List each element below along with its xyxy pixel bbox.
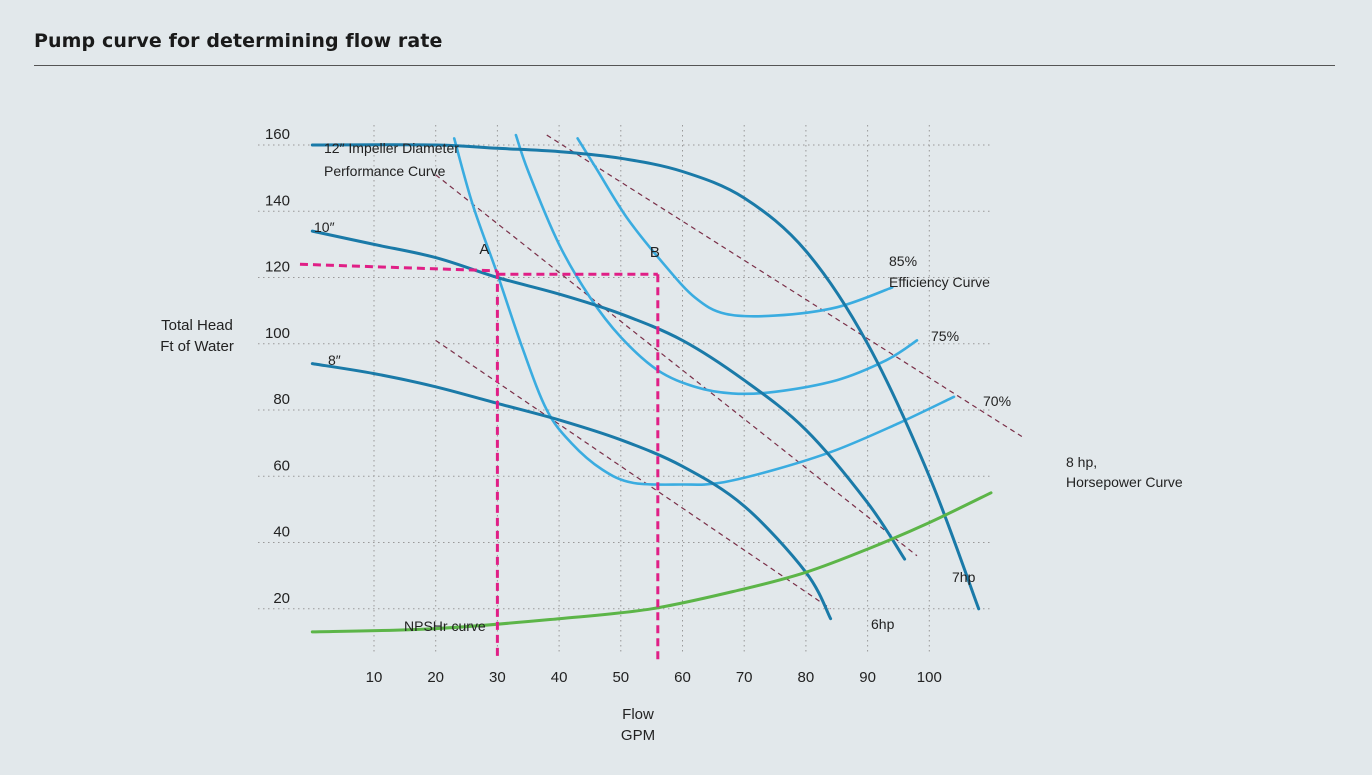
impeller-label-12-sub: Performance Curve	[324, 163, 446, 179]
x-tick-label-80: 80	[798, 669, 815, 686]
npshr-curve	[310, 491, 993, 634]
page-title: Pump curve for determining flow rate	[34, 30, 443, 52]
efficiency-label-85: 85%	[889, 253, 917, 269]
x-tick-label-10: 10	[366, 669, 383, 686]
impeller-curve-0	[310, 143, 981, 611]
efficiency-curve-label: Efficiency Curve	[889, 274, 990, 290]
x-axis-label-unit: GPM	[621, 727, 655, 744]
x-tick-label-20: 20	[427, 669, 444, 686]
operating-head-line-A	[299, 262, 498, 273]
efficiency-label-70: 70%	[983, 393, 1011, 409]
y-tick-label-140: 140	[265, 192, 290, 209]
horsepower-curve-label: Horsepower Curve	[1066, 474, 1183, 490]
horsepower-label-7: 7hp	[952, 569, 976, 585]
impeller-label-10: 10″	[314, 219, 335, 235]
y-tick-label-120: 120	[265, 259, 290, 276]
operating-point-label-A: A	[479, 241, 489, 258]
impeller-label-12: 12″ Impeller Diameter	[324, 140, 459, 156]
x-tick-label-60: 60	[674, 669, 691, 686]
horsepower-label-8: 8 hp,	[1066, 454, 1097, 470]
y-tick-label-160: 160	[265, 126, 290, 143]
efficiency-curve-1	[514, 133, 919, 396]
npshr-label: NPSHr curve	[404, 618, 486, 634]
y-axis-label: Total Head	[161, 317, 233, 334]
x-tick-label-90: 90	[859, 669, 876, 686]
y-tick-label-60: 60	[273, 457, 290, 474]
x-tick-label-30: 30	[489, 669, 506, 686]
y-axis-label-unit: Ft of Water	[160, 338, 234, 355]
y-tick-label-80: 80	[273, 391, 290, 408]
horsepower-line-0	[435, 339, 831, 610]
efficiency-curve-0	[452, 137, 956, 486]
y-tick-label-100: 100	[265, 325, 290, 342]
x-tick-label-50: 50	[612, 669, 629, 686]
impeller-label-8: 8″	[328, 352, 341, 368]
horsepower-line-1	[435, 174, 918, 557]
efficiency-label-75: 75%	[931, 328, 959, 344]
efficiency-curve-2	[576, 137, 894, 318]
x-tick-label-100: 100	[917, 669, 942, 686]
impeller-curve-1	[310, 229, 907, 561]
x-tick-label-70: 70	[736, 669, 753, 686]
y-tick-label-40: 40	[273, 524, 290, 541]
y-tick-label-20: 20	[273, 590, 290, 607]
chart-header: Pump curve for determining flow rate	[34, 30, 1335, 66]
horsepower-line-2	[546, 134, 1023, 438]
x-tick-label-40: 40	[551, 669, 568, 686]
horsepower-label-6: 6hp	[871, 616, 895, 632]
impeller-curve-2	[310, 362, 833, 621]
x-axis-label: Flow	[622, 706, 654, 723]
operating-point-label-B: B	[650, 244, 660, 261]
